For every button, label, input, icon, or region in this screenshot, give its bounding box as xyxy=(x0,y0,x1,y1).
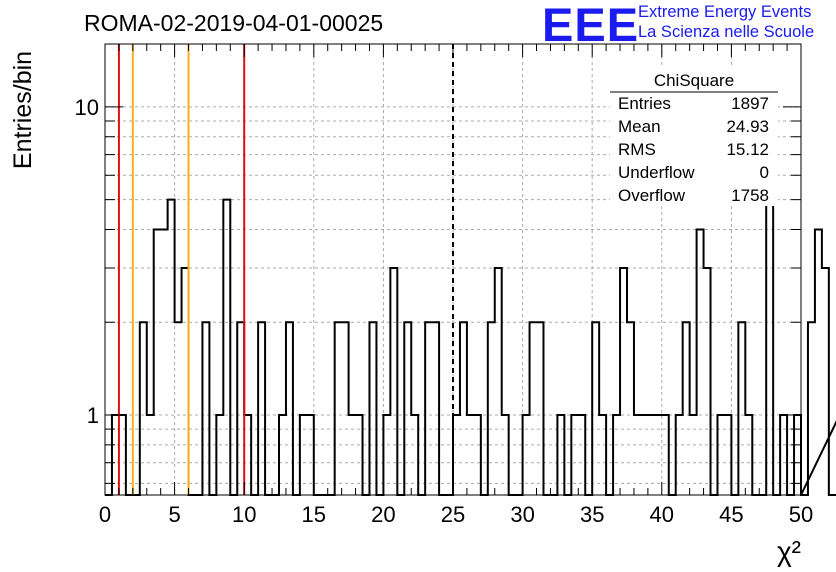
stats-row-value: 0 xyxy=(760,163,769,182)
y-axis-label: Entries/bin xyxy=(9,51,37,169)
eee-logo-line2: La Scienza nelle Scuole xyxy=(638,23,815,41)
x-tick-label: 10 xyxy=(232,502,256,527)
eee-logo-line1: Extreme Energy Events xyxy=(638,3,812,21)
x-tick-label: 30 xyxy=(510,502,534,527)
x-tick-label: 40 xyxy=(650,502,674,527)
x-tick-label: 35 xyxy=(580,502,604,527)
run-title: ROMA-02-2019-04-01-00025 xyxy=(84,10,384,36)
stats-row-value: 24.93 xyxy=(726,117,769,136)
stats-row-value: 15.12 xyxy=(726,140,769,159)
x-tick-label: 50 xyxy=(789,502,813,527)
y-tick-label: 1 xyxy=(87,403,99,428)
x-tick-label: 0 xyxy=(99,502,111,527)
stats-row-label: Underflow xyxy=(618,163,695,182)
stats-row-value: 1758 xyxy=(731,186,769,205)
tick-labels: 0 5 10 15 20 25 30 35 40 45 50 1 10 xyxy=(75,95,814,527)
x-tick-label: 20 xyxy=(371,502,395,527)
x-tick-label: 25 xyxy=(441,502,465,527)
stats-row-label: Mean xyxy=(618,117,661,136)
x-tick-label: 15 xyxy=(302,502,326,527)
reference-lines xyxy=(117,44,454,495)
x-axis-label: χ² xyxy=(777,536,801,567)
axis-ticks xyxy=(104,44,802,495)
x-tick-label: 45 xyxy=(719,502,743,527)
x-tick-label: 5 xyxy=(168,502,180,527)
stats-row-label: RMS xyxy=(618,140,656,159)
stats-box-bg xyxy=(610,68,778,206)
eee-logo: EEE xyxy=(542,0,640,51)
stats-row-value: 1897 xyxy=(731,94,769,113)
y-tick-label: 10 xyxy=(75,95,99,120)
stats-box: ChiSquare Entries 1897 Mean 24.93 RMS 15… xyxy=(610,68,778,206)
stats-row-label: Entries xyxy=(618,94,671,113)
stats-box-title: ChiSquare xyxy=(654,71,734,90)
stats-row-label: Overflow xyxy=(618,186,686,205)
